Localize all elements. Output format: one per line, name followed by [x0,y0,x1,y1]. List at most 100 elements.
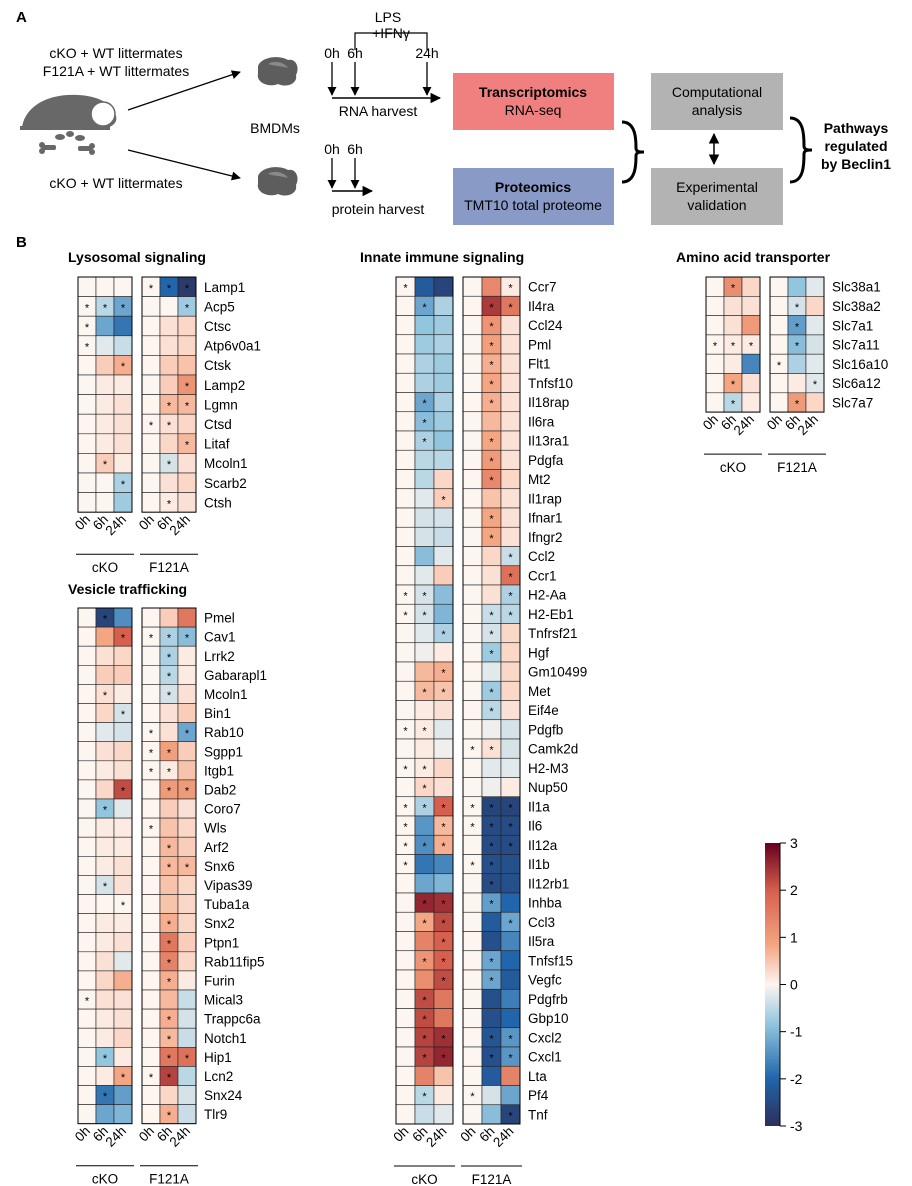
heatmap-cell [414,507,435,528]
heatmap-cell [159,798,179,819]
significance-asterisk: * [167,652,172,664]
heatmap-cell [433,449,454,470]
significance-asterisk: * [489,475,494,487]
significance-asterisk: * [121,709,126,721]
heatmap-cell [723,315,743,336]
heatmap-cell [113,1104,133,1124]
column-label: 24h [490,1124,517,1151]
heatmap-cell [769,392,789,413]
gene-label: H2-Aa [528,588,567,603]
panel-label-b: B [16,234,27,251]
significance-asterisk: * [489,687,494,699]
heatmap-cell [95,1027,115,1048]
heatmap-cell [481,276,502,297]
heatmap-cell [77,798,97,819]
significance-asterisk: * [441,802,446,814]
significance-asterisk: * [489,860,494,872]
heatmap-cell [395,680,416,701]
heatmap-cell [113,913,133,933]
significance-asterisk: * [489,610,494,622]
heatmap-cell [414,488,435,509]
significance-asterisk: * [185,1053,190,1065]
gene-label: Tnfsf10 [528,376,573,391]
significance-asterisk: * [422,591,427,603]
bone-marrow-icon [39,131,95,155]
heatmap-cell [177,664,197,685]
significance-asterisk: * [149,1072,154,1084]
heatmap-cell [113,798,133,819]
heatmap-cell [414,738,435,759]
significance-asterisk: * [422,1033,427,1045]
significance-asterisk: * [813,379,818,391]
heatmap-cell [723,353,743,374]
heatmap-cell [77,492,97,513]
heatmap-cell [177,894,197,914]
heatmap-cell [113,453,133,474]
heatmap-cell [741,373,761,394]
heatmap-cell [433,603,454,624]
heatmap-cell [433,719,454,740]
heatmap-cell [159,335,179,356]
gene-label: Il18rap [528,395,569,410]
significance-asterisk: * [441,956,446,968]
significance-asterisk: * [403,822,408,834]
gene-label: Mt2 [528,472,551,487]
significance-asterisk: * [167,747,172,759]
heatmap-cell [177,760,197,781]
heatmap-cell [395,334,416,355]
significance-asterisk: * [149,766,154,778]
heatmap-cell [177,913,197,933]
heatmap-cell [462,565,483,586]
gene-label: Pf4 [528,1088,549,1103]
heatmap-cell [433,315,454,336]
heatmap-cell [433,546,454,567]
column-label: 24h [167,1123,194,1150]
heatmap-cell [141,296,161,317]
significance-asterisk: * [422,899,427,911]
heatmap-cell [769,276,789,297]
heatmap-block-outline [77,276,133,513]
significance-asterisk: * [489,398,494,410]
significance-asterisk: * [508,802,513,814]
significance-asterisk: * [489,1033,494,1045]
heatmap-cell [77,855,97,876]
heatmap-cell [77,394,97,415]
heatmap-cell [141,836,161,857]
gene-label: Ccl2 [528,549,555,564]
heatmap-cell [433,276,454,297]
gene-label: Gbp10 [528,1011,569,1026]
heatmap-cell [395,1027,416,1048]
heatmap-cell [159,374,179,395]
gene-label: Tlr9 [204,1107,227,1122]
significance-asterisk: * [489,379,494,391]
gene-label: Camk2d [528,742,578,757]
colorbar-tick-label: 1 [790,929,798,945]
heatmap-title: Amino acid transporter [676,249,831,265]
gene-label: Ctsc [204,319,231,334]
heatmap-cell [769,295,789,316]
heatmap-cell [462,623,483,644]
heatmap-cell [77,741,97,762]
column-label: 24h [731,412,758,439]
significance-asterisk: * [470,1091,475,1103]
gene-label: Pmel [204,611,235,626]
gene-label: Il6ra [528,414,555,429]
gene-label: Snx24 [204,1088,243,1103]
gene-label: Cxcl1 [528,1050,562,1065]
heatmap-cell [95,626,115,647]
heatmap-block-outline [769,276,825,413]
heatmap-cell [395,642,416,663]
significance-asterisk: * [121,900,126,912]
proteomics-box [453,168,614,225]
gene-label: Atp6v0a1 [204,339,261,354]
heatmap-cell [414,623,435,644]
experimental-label-2: validation [687,197,746,213]
heatmap-cell [462,546,483,567]
heatmap-cell [113,817,133,838]
heatmap-cell [113,855,133,876]
heatmap-cell [113,276,133,297]
heatmap-cell [433,873,454,894]
heatmap-cell [500,873,521,894]
gene-label: Mcoln1 [204,456,248,471]
